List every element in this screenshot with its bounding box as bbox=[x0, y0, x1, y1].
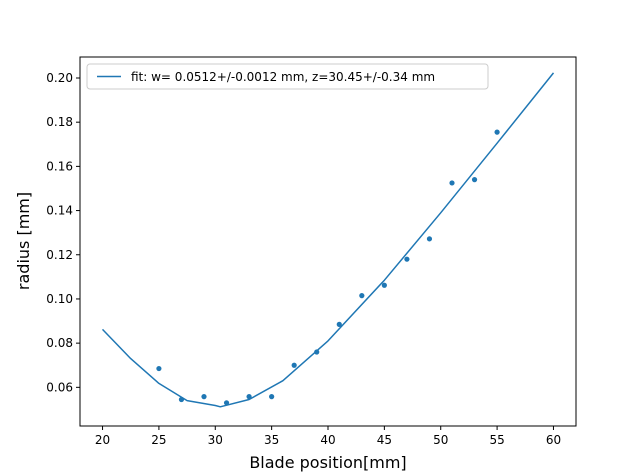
x-tick-label: 55 bbox=[489, 433, 504, 447]
fit-line-layer bbox=[101, 72, 555, 408]
data-point bbox=[201, 394, 207, 400]
data-point bbox=[178, 396, 185, 403]
x-tick-label: 25 bbox=[151, 433, 166, 447]
y-tick-label: 0.16 bbox=[46, 159, 73, 173]
data-point bbox=[494, 129, 500, 135]
x-tick-label: 45 bbox=[377, 433, 392, 447]
data-point bbox=[314, 349, 320, 355]
data-points-layer bbox=[156, 129, 500, 406]
data-point bbox=[381, 282, 387, 288]
data-point bbox=[156, 365, 162, 372]
y-tick-label: 0.06 bbox=[46, 380, 73, 394]
y-tick-label: 0.14 bbox=[46, 204, 73, 218]
y-tick-label: 0.08 bbox=[46, 336, 73, 350]
x-tick-label: 30 bbox=[208, 433, 223, 447]
data-point bbox=[426, 236, 433, 242]
y-axis-label: radius [mm] bbox=[14, 192, 33, 290]
data-point bbox=[291, 362, 297, 368]
y-tick-label: 0.18 bbox=[46, 115, 73, 129]
data-point bbox=[404, 256, 410, 262]
data-point bbox=[359, 293, 365, 299]
y-tick-label: 0.10 bbox=[46, 292, 73, 306]
x-tick-label: 35 bbox=[264, 433, 279, 447]
x-tick-label: 50 bbox=[433, 433, 448, 447]
data-point bbox=[223, 400, 230, 406]
x-tick-label: 60 bbox=[546, 433, 561, 447]
y-tick-label: 0.20 bbox=[46, 71, 73, 85]
y-tick-label: 0.12 bbox=[46, 248, 73, 262]
legend-fit-label: fit: w= 0.0512+/-0.0012 mm, z=30.45+/-0.… bbox=[131, 70, 435, 84]
data-point bbox=[246, 394, 252, 400]
x-axis-ticks: 20 25 30 35 40 45 50 55 60 bbox=[95, 426, 561, 447]
fit-line bbox=[101, 72, 555, 408]
y-axis-ticks: 0.06 0.08 0.10 0.12 0.14 0.16 0.18 0.20 bbox=[46, 71, 80, 394]
data-point bbox=[336, 321, 342, 327]
data-point bbox=[471, 177, 478, 183]
legend-box bbox=[86, 63, 489, 90]
plot-area-background bbox=[80, 57, 576, 426]
x-tick-label: 20 bbox=[95, 433, 110, 447]
x-tick-label: 40 bbox=[320, 433, 335, 447]
legend: fit: w= 0.0512+/-0.0012 mm, z=30.45+/-0.… bbox=[86, 63, 489, 90]
x-axis-label: Blade position[mm] bbox=[249, 453, 406, 472]
data-point bbox=[269, 394, 275, 400]
data-point bbox=[449, 180, 455, 186]
